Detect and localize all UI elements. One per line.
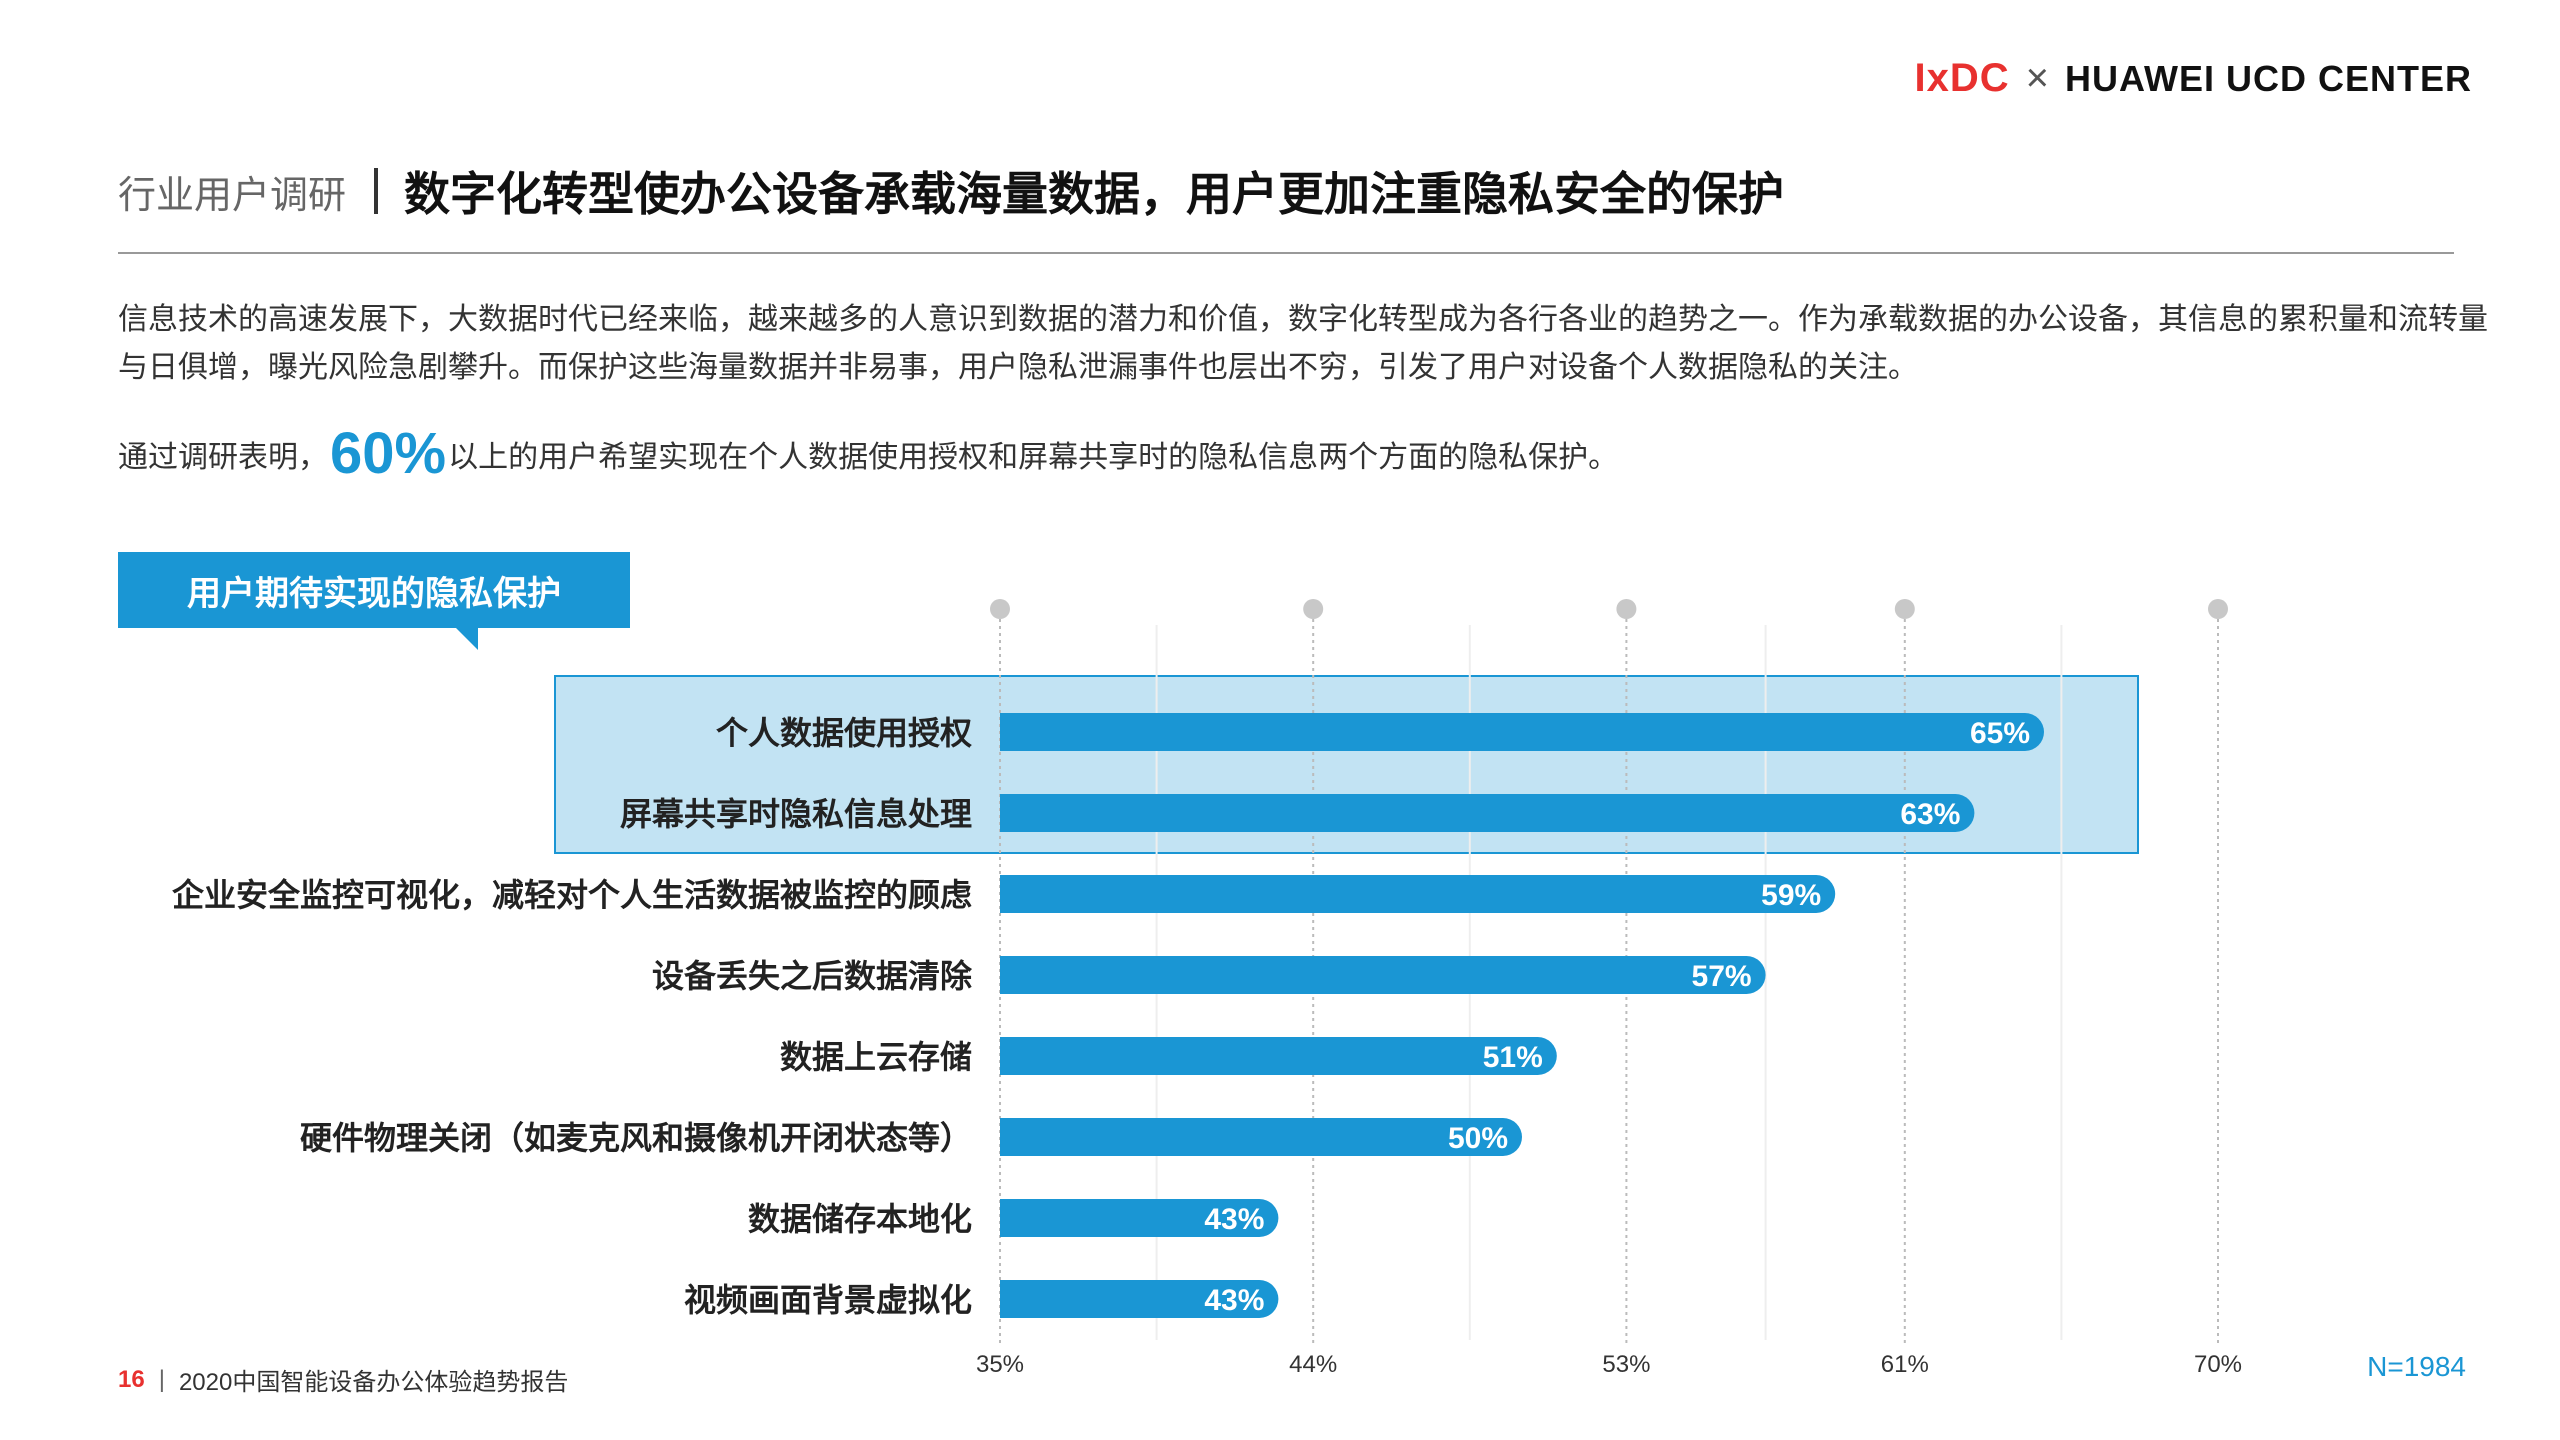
header-rule: [118, 252, 2454, 254]
x-tick-label: 53%: [1602, 1351, 1650, 1378]
x-tick-label: 70%: [2194, 1351, 2242, 1378]
report-title: 2020中国智能设备办公体验趋势报告: [178, 1369, 569, 1396]
bar-value-label: 63%: [1900, 798, 1960, 831]
category-label: 屏幕共享时隐私信息处理: [620, 796, 972, 832]
bar-value-label: 43%: [1204, 1284, 1264, 1317]
page-footer: 16 | 2020中国智能设备办公体验趋势报告: [118, 1362, 568, 1397]
grid-dot: [1616, 599, 1637, 619]
bar-value-label: 65%: [1970, 717, 2030, 750]
category-label: 设备丢失之后数据清除: [652, 958, 973, 994]
huawei-ucd-logo: HUAWEI UCD CENTER: [2064, 57, 2472, 99]
intro-paragraph: 信息技术的高速发展下，大数据时代已经来临，越来越多的人意识到数据的潜力和价值，数…: [118, 303, 2488, 384]
grid-dot: [2208, 599, 2228, 619]
x-tick-label: 61%: [1881, 1351, 1929, 1378]
category-label: 数据上云存储: [780, 1039, 972, 1075]
bar-value-label: 43%: [1204, 1203, 1264, 1236]
cross-icon: ×: [2025, 56, 2049, 100]
sample-size-note: N=1984: [2367, 1351, 2466, 1382]
footer-separator: |: [158, 1365, 165, 1393]
category-label: 硬件物理关闭（如麦克风和摄像机开闭状态等）: [300, 1120, 972, 1156]
brand-logo: IxDC × HUAWEI UCD CENTER: [1914, 56, 2472, 101]
page-header: 行业用户调研 数字化转型使办公设备承载海量数据，用户更加注重隐私安全的保护: [118, 158, 1784, 224]
bar: [1000, 875, 1836, 913]
finding-highlight: 60%: [330, 421, 447, 486]
key-finding: 通过调研表明，60%以上的用户希望实现在个人数据使用授权和屏幕共享时的隐私信息两…: [118, 420, 1618, 487]
page-number: 16: [118, 1365, 145, 1393]
grid-dot: [990, 599, 1010, 619]
chart-tag-pointer: [456, 628, 478, 650]
bar-value-label: 50%: [1448, 1122, 1508, 1155]
finding-suffix: 以上的用户希望实现在个人数据使用授权和屏幕共享时的隐私信息两个方面的隐私保护。: [448, 441, 1619, 474]
header-divider: [374, 168, 379, 214]
bar-value-label: 59%: [1761, 879, 1821, 912]
bar: [1000, 713, 2044, 751]
category-label: 企业安全监控可视化，减轻对个人生活数据被监控的顾虑: [172, 877, 972, 913]
category-label: 视频画面背景虚拟化: [684, 1282, 972, 1318]
section-label: 行业用户调研: [118, 174, 347, 217]
bar-value-label: 57%: [1692, 960, 1752, 993]
bar: [1000, 1280, 1279, 1318]
bar: [1000, 1118, 1522, 1156]
category-label: 个人数据使用授权: [716, 715, 972, 751]
page-title: 数字化转型使办公设备承载海量数据，用户更加注重隐私安全的保护: [404, 168, 1785, 220]
finding-prefix: 通过调研表明，: [118, 441, 328, 474]
chart-tag: 用户期待实现的隐私保护: [118, 552, 630, 628]
grid-dot: [1303, 599, 1324, 619]
x-tick-label: 44%: [1289, 1351, 1337, 1378]
grid-dot: [1894, 599, 1915, 619]
bar-value-label: 51%: [1483, 1041, 1543, 1074]
bar: [1000, 1199, 1279, 1237]
bar: [1000, 956, 1766, 994]
ixdc-logo: IxDC: [1914, 56, 2010, 100]
bar: [1000, 794, 1975, 832]
bar: [1000, 1037, 1557, 1075]
category-label: 数据储存本地化: [748, 1201, 972, 1237]
chart-tag-label: 用户期待实现的隐私保护: [187, 574, 561, 613]
x-tick-label: 35%: [976, 1351, 1024, 1378]
